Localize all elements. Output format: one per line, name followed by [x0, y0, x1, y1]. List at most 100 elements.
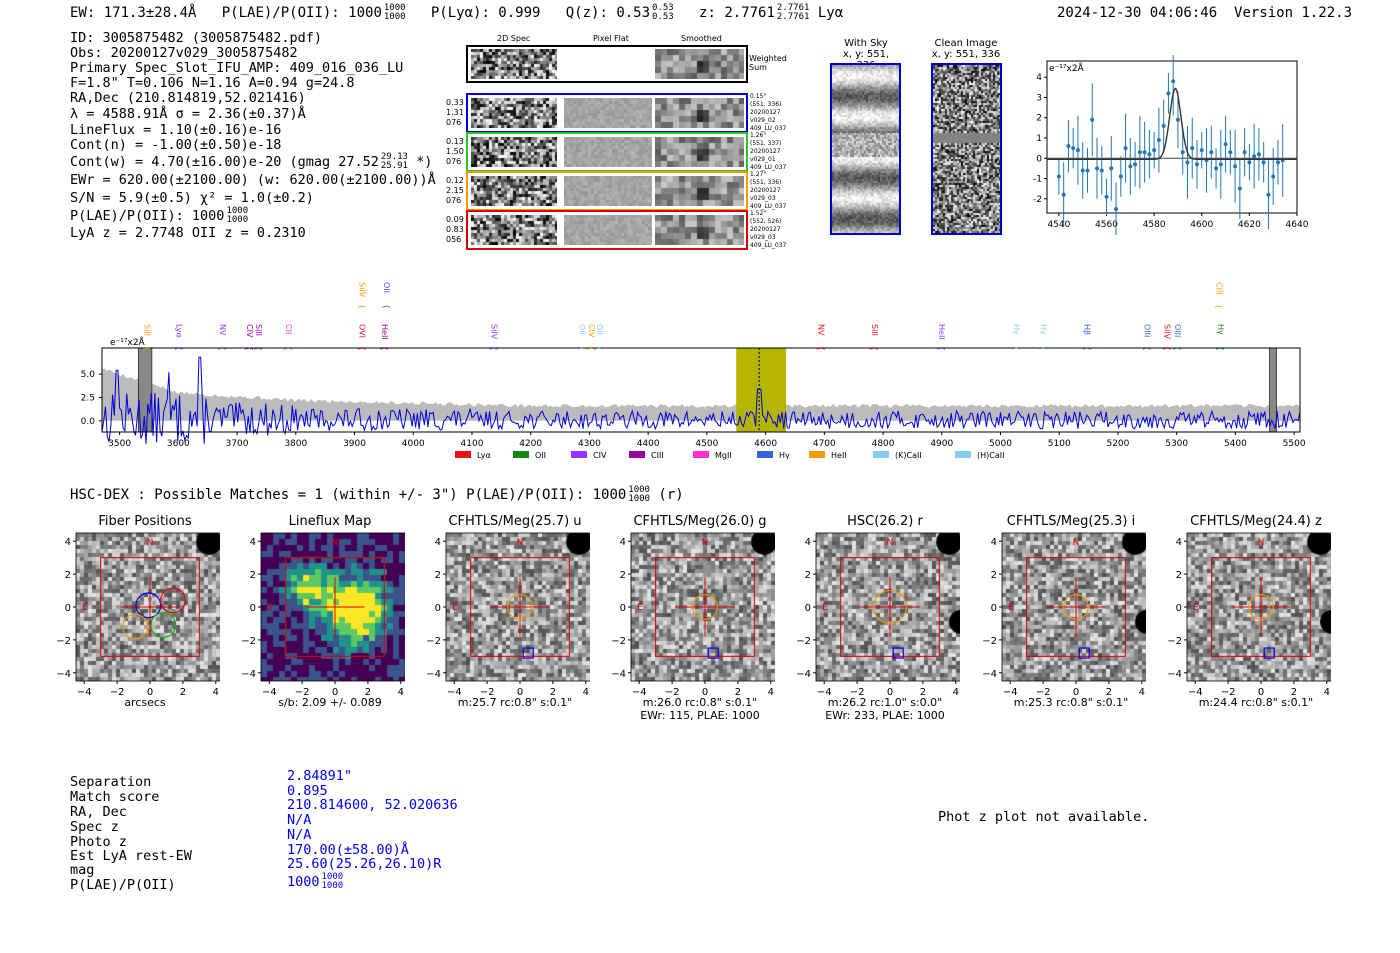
zoom-point	[1104, 194, 1109, 199]
zoom-point	[1128, 164, 1133, 169]
spectral-line-label: CIV	[245, 324, 254, 338]
info-sn: S/N = 5.9(±0.5) χ² = 1.0(±0.2)	[70, 190, 314, 206]
match-label: RA, Dec	[70, 804, 127, 820]
full-masked-region	[138, 347, 153, 433]
noise-canvas	[655, 98, 744, 128]
cutout-smoothed	[655, 215, 744, 245]
imaging-ytick-label: 0	[435, 603, 441, 614]
match-marker	[1263, 647, 1275, 659]
cutout-header-smoothed: Smoothed	[681, 34, 722, 43]
cutout-pixelflat	[564, 137, 652, 167]
cutout-row-value: 1.50	[446, 147, 464, 156]
zoom-fit-curve	[1047, 87, 1297, 160]
full-ytick-label: 5.0	[81, 370, 96, 380]
source-circle	[1063, 594, 1089, 620]
imaging-panel-title: Lineflux Map	[288, 514, 372, 529]
zoom-point	[1275, 160, 1280, 165]
zoom-point	[1233, 164, 1238, 169]
spectral-line-label: OII	[595, 324, 604, 335]
zoom-point	[1180, 150, 1185, 155]
imaging-ytick-label: −4	[56, 669, 71, 680]
match-label: mag	[70, 862, 95, 878]
cutout-row-frame	[466, 210, 748, 250]
cutout-smoothed	[655, 137, 744, 167]
noise-canvas	[655, 215, 744, 245]
zoom-point	[1056, 174, 1061, 179]
aperture-box	[1211, 557, 1311, 657]
spectral-line-marker: {	[870, 346, 879, 351]
spectral-line-label: HeII	[937, 324, 946, 340]
info-obs: Obs: 20200127v029_3005875482	[70, 45, 298, 61]
imaging-ytick-label: 2	[620, 570, 626, 581]
header-z-frac: 2.7761 2.7761	[777, 4, 810, 22]
imaging-xtick-label: −2	[110, 687, 125, 695]
aperture-box	[1026, 557, 1126, 657]
spectral-line-label: CIII	[1215, 282, 1224, 295]
imaging-xtick-label: −2	[850, 687, 865, 695]
match-value: 170.00(±58.00)Å	[287, 842, 409, 858]
imaging-panel-title: HSC(26.2) r	[847, 514, 923, 529]
zoom-point	[1071, 146, 1076, 151]
cutout-weighted-2dspec	[471, 49, 557, 79]
legend-swatch	[513, 451, 529, 458]
info-plae-num: 1000	[226, 206, 249, 216]
full-xtick-label: 3600	[167, 439, 190, 449]
legend-swatch	[693, 451, 709, 458]
imaging-xtick-label: 0	[1073, 687, 1079, 695]
imaging-ytick-label: 4	[65, 537, 71, 548]
cutout-smoothed	[655, 176, 744, 206]
zoom-point	[1223, 142, 1228, 147]
imaging-xtick-label: −4	[77, 687, 92, 695]
cutout-row-value: 076	[446, 157, 462, 166]
zoom-point	[1075, 148, 1080, 153]
cutout-header-pixelflat: Pixel Flat	[593, 34, 629, 43]
imaging-ytick-label: −4	[241, 669, 256, 680]
spectral-line-marker: {	[175, 346, 184, 351]
spectral-line-label: SiII	[254, 324, 263, 336]
imaging-ytick-label: 0	[65, 603, 71, 614]
cutout-meta-line: v029_03	[750, 234, 776, 241]
imaging-ytick-label: 0	[620, 603, 626, 614]
clean-image-canvas	[933, 65, 1000, 233]
legend-swatch	[873, 451, 889, 458]
zoom-point	[1242, 150, 1247, 155]
hsc-den: 1000	[628, 494, 650, 504]
cutout-panel: 2D Spec Pixel Flat Smoothed Weighted Sum…	[440, 32, 800, 257]
zoom-point	[1199, 148, 1204, 153]
cutout-row-values: 0.13 1.50 076	[446, 137, 464, 167]
clean-image-xy: x, y: 551, 336	[931, 49, 1001, 60]
full-xtick-label: 5000	[989, 439, 1012, 449]
match-marker	[892, 647, 904, 659]
cutout-meta-line: v029_02	[750, 117, 776, 124]
legend-swatch	[809, 451, 825, 458]
clean-image	[931, 63, 1002, 235]
noise-canvas	[471, 137, 557, 167]
header-meta: 2024-12-30 04:06:46 Version 1.22.3	[1057, 5, 1352, 21]
spectral-line-marker: {	[382, 304, 391, 309]
east-label: E	[1008, 603, 1014, 613]
noise-canvas	[655, 176, 744, 206]
imaging-xtick-label: 0	[702, 687, 708, 695]
spectral-line-marker: {	[1039, 346, 1048, 351]
match-value: 1000 1000 1000	[287, 873, 343, 891]
zoom-point	[1195, 162, 1199, 167]
full-xtick-label: 4500	[695, 439, 718, 449]
zoom-point	[1133, 162, 1138, 167]
imaging-xtick-label: 2	[180, 687, 186, 695]
zoom-point	[1218, 162, 1223, 167]
zoom-point	[1118, 174, 1123, 179]
zoom-xtick-label: 4560	[1095, 220, 1118, 230]
imaging-xtick-label: −2	[665, 687, 680, 695]
imaging-ytick-label: −2	[241, 636, 256, 647]
spectral-line-label: OIII	[1173, 324, 1182, 337]
full-plot-frame	[101, 347, 1301, 433]
with-sky-canvas	[832, 65, 899, 233]
zoom-point	[1247, 160, 1252, 165]
spectral-line-marker: {	[254, 346, 263, 351]
match-plae-num: 1000	[321, 872, 344, 882]
cutout-meta-line: (551, 336)	[750, 101, 782, 108]
full-xtick-label: 5200	[1106, 439, 1129, 449]
header-qz: Q(z): 0.53	[565, 5, 651, 21]
full-xtick-label: 4400	[637, 439, 660, 449]
cutout-meta-line: (551, 336)	[750, 179, 782, 186]
